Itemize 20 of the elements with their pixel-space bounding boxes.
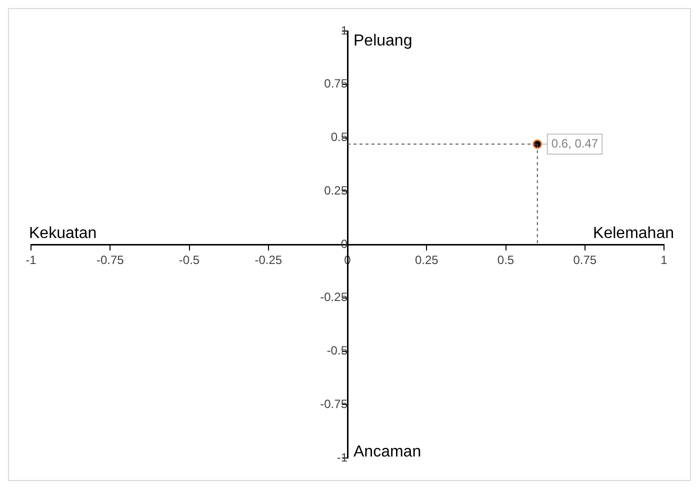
y-tick-label: -1 xyxy=(336,450,348,464)
y-tick-label: -0.5 xyxy=(326,344,348,358)
annotation: Kelemahan xyxy=(593,224,674,242)
x-tick-label: 1 xyxy=(660,253,668,268)
y-tick-label: 0.75 xyxy=(324,76,348,91)
annotation: Kekuatan xyxy=(29,224,97,242)
y-tick-label: -0.25 xyxy=(320,290,348,304)
x-tick-label: 0.25 xyxy=(414,253,439,268)
y-tick-label: -0.75 xyxy=(320,396,348,411)
annotation: Peluang xyxy=(354,32,412,50)
y-tick-label: 0.5 xyxy=(330,130,348,144)
y-tick-label: 0.25 xyxy=(324,183,348,198)
annotation: Ancaman xyxy=(354,443,422,460)
x-tick-label: 0.75 xyxy=(573,253,597,268)
x-tick-label: -1 xyxy=(26,253,37,268)
data-label: 0.6, 0.47 xyxy=(551,136,598,150)
x-tick-label: -0.75 xyxy=(96,253,124,268)
x-tick-label: -0.25 xyxy=(254,253,282,268)
x-tick-label: 0.5 xyxy=(497,253,514,268)
x-tick-label: -0.5 xyxy=(178,253,200,268)
